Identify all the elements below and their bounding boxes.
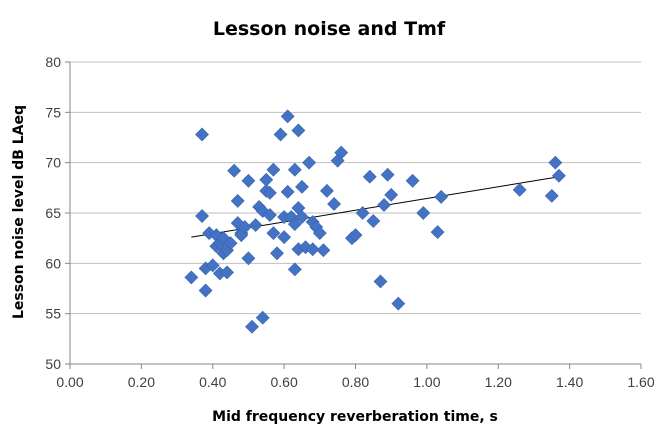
axes: [65, 61, 642, 369]
y-tick-label: 80: [45, 54, 61, 70]
data-point: [241, 173, 256, 188]
data-point: [195, 127, 209, 142]
data-point: [248, 218, 263, 233]
data-point: [302, 155, 317, 170]
data-point: [291, 123, 306, 138]
data-point: [184, 270, 199, 285]
x-tick-label: 0.20: [128, 374, 155, 390]
data-point: [416, 206, 431, 220]
y-tick-label: 50: [45, 356, 61, 372]
data-point: [380, 167, 395, 182]
x-tick-label: 1.60: [627, 374, 654, 390]
data-point: [348, 228, 363, 243]
data-point: [266, 226, 281, 241]
data-point: [295, 210, 309, 224]
data-point: [362, 169, 377, 184]
data-point: [305, 242, 320, 257]
data-point: [548, 155, 563, 170]
data-point: [198, 283, 213, 298]
data-point: [377, 198, 391, 212]
x-tick-labels: 0.00 0.20 0.40 0.60 0.80 1.00 1.20 1.40 1.60: [56, 374, 654, 390]
data-point: [355, 206, 370, 220]
data-point: [266, 162, 281, 177]
data-point: [316, 243, 331, 258]
data-point: [280, 184, 295, 199]
data-point: [551, 168, 566, 183]
data-point: [273, 127, 288, 142]
data-point: [287, 162, 302, 177]
data-point: [373, 274, 388, 289]
x-tick-label: 0.60: [271, 374, 298, 390]
y-tick-label: 75: [45, 104, 61, 120]
gridlines: [70, 61, 641, 315]
data-point: [391, 296, 406, 311]
data-point: [270, 246, 284, 261]
data-point: [312, 226, 327, 241]
data-point: [280, 109, 295, 124]
data-point: [366, 214, 381, 228]
data-point: [544, 188, 559, 203]
data-point: [430, 225, 445, 240]
data-point: [205, 258, 220, 273]
data-point: [220, 265, 234, 280]
data-point: [227, 163, 242, 178]
chart-title: Lesson noise and Tmf: [213, 18, 446, 40]
data-points: [184, 109, 566, 334]
data-point: [320, 183, 334, 198]
y-tick-label: 55: [45, 306, 61, 322]
data-point: [241, 251, 256, 266]
y-tick-label: 70: [45, 155, 61, 171]
data-point: [223, 236, 238, 251]
x-tick-label: 1.20: [485, 374, 512, 390]
x-axis-title: Mid frequency reverberation time, s: [212, 409, 498, 425]
x-tick-label: 0.40: [199, 374, 226, 390]
y-tick-label: 60: [45, 255, 61, 271]
data-point: [434, 189, 449, 204]
data-point: [334, 145, 349, 160]
data-point: [327, 197, 342, 211]
data-point: [245, 319, 259, 334]
data-point: [262, 185, 277, 200]
x-tick-label: 0.00: [56, 374, 83, 390]
x-tick-label: 1.00: [413, 374, 440, 390]
data-point: [295, 179, 309, 194]
data-point: [195, 209, 209, 223]
x-tick-label: 1.40: [556, 374, 583, 390]
data-point: [230, 193, 245, 208]
data-point: [287, 217, 302, 231]
data-point: [259, 172, 274, 187]
y-tick-labels: 50 55 60 65 70 75 80: [45, 54, 61, 372]
data-point: [512, 182, 527, 197]
y-axis-title: Lesson noise level dB LAeq: [11, 105, 27, 319]
data-point: [405, 173, 420, 188]
data-point: [262, 208, 277, 222]
x-tick-label: 0.80: [342, 374, 369, 390]
data-point: [384, 187, 399, 202]
y-tick-label: 65: [45, 205, 61, 221]
data-point: [287, 262, 302, 277]
data-point: [255, 310, 270, 325]
data-point: [277, 230, 292, 245]
